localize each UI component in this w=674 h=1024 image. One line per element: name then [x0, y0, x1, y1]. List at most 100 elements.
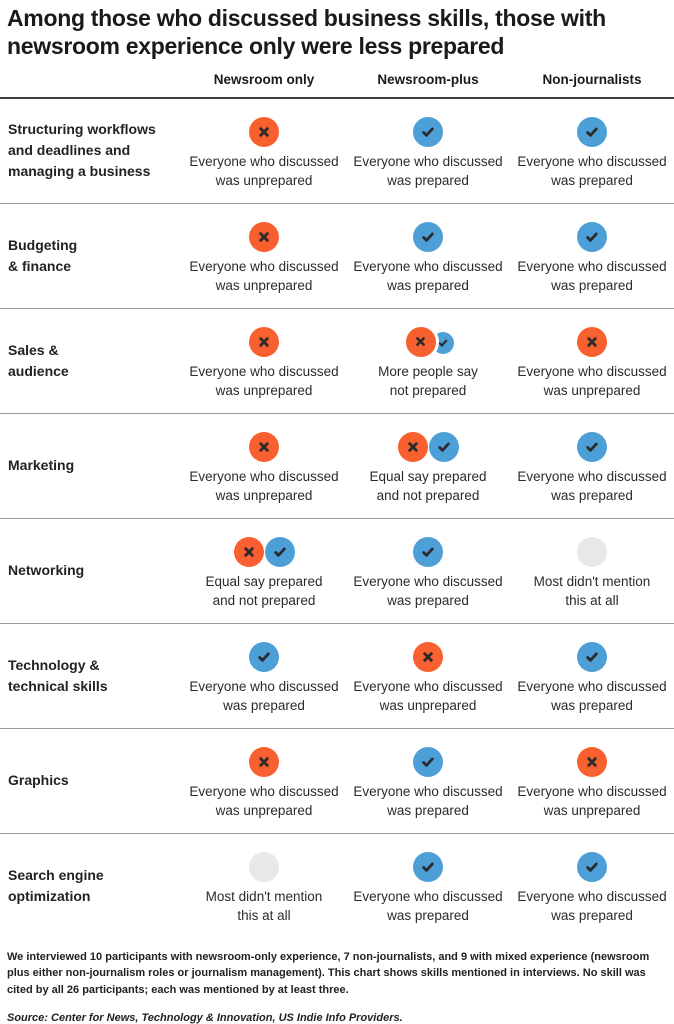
table-cell: Equal say prepared and not prepared [182, 531, 346, 610]
table-cell: Everyone who discussed was prepared [346, 111, 510, 190]
unprepared-x-icon [249, 431, 279, 462]
cell-caption: Equal say prepared and not prepared [369, 468, 487, 503]
equal-split-icons [233, 536, 295, 567]
table-cell: Everyone who discussed was unprepared [182, 321, 346, 400]
cell-caption: Most didn't mention this at all [533, 573, 651, 608]
skill-label: Budgeting & finance [8, 236, 78, 274]
footer: We interviewed 10 participants with news… [0, 939, 674, 1024]
cell-caption: Everyone who discussed was prepared [189, 678, 339, 713]
table-cell: Everyone who discussed was prepared [346, 216, 510, 295]
table-cell: Everyone who discussed was unprepared [346, 636, 510, 715]
not-mentioned-icon [577, 536, 607, 567]
unprepared-x-icon [249, 116, 279, 147]
cell-icons [577, 218, 607, 256]
cell-icons [413, 218, 443, 256]
unprepared-x-icon [249, 326, 279, 357]
cell-icons [577, 533, 607, 571]
unprepared-x-icon [249, 221, 279, 252]
prepared-check-icon [577, 221, 607, 252]
prepared-check-icon [264, 536, 295, 567]
table-cell: Everyone who discussed was unprepared [182, 426, 346, 505]
table-cell: Everyone who discussed was prepared [510, 216, 674, 295]
prepared-check-icon [428, 431, 459, 462]
table-cell: Everyone who discussed was unprepared [182, 741, 346, 820]
cell-icons [413, 533, 443, 571]
column-headers: Newsroom only Newsroom-plus Non-journali… [0, 60, 674, 99]
unprepared-x-icon [249, 746, 279, 777]
cell-icons [397, 428, 459, 466]
unprepared-x-icon [577, 326, 607, 357]
cell-caption: Everyone who discussed was unprepared [517, 783, 667, 818]
cell-icons [249, 113, 279, 151]
unprepared-x-icon [397, 431, 428, 462]
table-cell: More people say not prepared [346, 321, 510, 400]
unprepared-x-icon [402, 323, 439, 360]
cell-icons [577, 113, 607, 151]
prepared-check-icon [577, 116, 607, 147]
skill-label: Marketing [8, 457, 75, 473]
footnote: We interviewed 10 participants with news… [7, 950, 650, 996]
cell-caption: More people say not prepared [378, 363, 478, 398]
prepared-check-icon [577, 852, 607, 883]
table-cell: Most didn't mention this at all [182, 846, 346, 925]
table-cell: Everyone who discussed was prepared [346, 741, 510, 820]
table-cell: Everyone who discussed was unprepared [182, 111, 346, 190]
cell-icons [249, 848, 279, 886]
table-cell: Everyone who discussed was prepared [510, 426, 674, 505]
prepared-check-icon [413, 746, 443, 777]
prepared-check-icon [249, 641, 279, 672]
column-header-non-journalists: Non-journalists [542, 71, 642, 87]
table-row: Budgeting & finance Everyone who discusse… [0, 204, 674, 309]
table-cell: Everyone who discussed was unprepared [510, 741, 674, 820]
prepared-check-icon [413, 116, 443, 147]
cell-caption: Everyone who discussed was prepared [517, 468, 667, 503]
cell-icons [413, 743, 443, 781]
table-row: Technology & technical skills Everyone wh… [0, 624, 674, 729]
table-cell: Everyone who discussed was unprepared [510, 321, 674, 400]
cell-caption: Everyone who discussed was unprepared [189, 258, 339, 293]
table-body: Structuring workflows and deadlines and … [0, 99, 674, 939]
skill-label: Structuring workflows and deadlines and … [8, 121, 156, 179]
prepared-check-icon [413, 852, 443, 883]
cell-icons [577, 638, 607, 676]
cell-caption: Everyone who discussed was unprepared [517, 363, 667, 398]
table-cell: Everyone who discussed was unprepared [182, 216, 346, 295]
cell-icons [249, 743, 279, 781]
skill-label: Networking [8, 562, 85, 578]
table-cell: Everyone who discussed was prepared [510, 111, 674, 190]
cell-caption: Everyone who discussed was unprepared [189, 363, 339, 398]
source-note: Source: Center for News, Technology & In… [7, 1012, 403, 1024]
unprepared-x-icon [577, 746, 607, 777]
cell-caption: Everyone who discussed was prepared [517, 258, 667, 293]
cell-icons [249, 428, 279, 466]
prepared-check-icon [413, 221, 443, 252]
cell-icons [249, 323, 279, 361]
table-cell: Everyone who discussed was prepared [346, 846, 510, 925]
table-row: Sales & audience Everyone who discussed w… [0, 309, 674, 414]
cell-caption: Everyone who discussed was prepared [517, 889, 667, 923]
cell-caption: Everyone who discussed was prepared [517, 153, 667, 188]
prepared-check-icon [577, 431, 607, 462]
cell-caption: Everyone who discussed was unprepared [189, 783, 339, 818]
cell-caption: Everyone who discussed was prepared [353, 153, 503, 188]
cell-icons [413, 848, 443, 886]
cell-caption: Everyone who discussed was prepared [353, 783, 503, 818]
table-cell: Equal say prepared and not prepared [346, 426, 510, 505]
table-row: Networking Equal say prepared and not pre… [0, 519, 674, 624]
table-row: Search engine optimization Most didn't me… [0, 834, 674, 939]
prepared-check-icon [577, 641, 607, 672]
cell-caption: Equal say prepared and not prepared [205, 573, 323, 608]
cell-caption: Everyone who discussed was prepared [353, 258, 503, 293]
cell-caption: Most didn't mention this at all [205, 889, 323, 923]
cell-caption: Everyone who discussed was unprepared [189, 153, 339, 188]
cell-caption: Everyone who discussed was unprepared [189, 468, 339, 503]
not-mentioned-icon [249, 852, 279, 883]
table-cell: Most didn't mention this at all [510, 531, 674, 610]
cell-icons [413, 638, 443, 676]
table-cell: Everyone who discussed was prepared [346, 531, 510, 610]
cell-caption: Everyone who discussed was unprepared [353, 678, 503, 713]
skill-label: Search engine optimization [8, 867, 104, 904]
chart-title: Among those who discussed business skill… [7, 5, 606, 60]
cell-icons [413, 113, 443, 151]
